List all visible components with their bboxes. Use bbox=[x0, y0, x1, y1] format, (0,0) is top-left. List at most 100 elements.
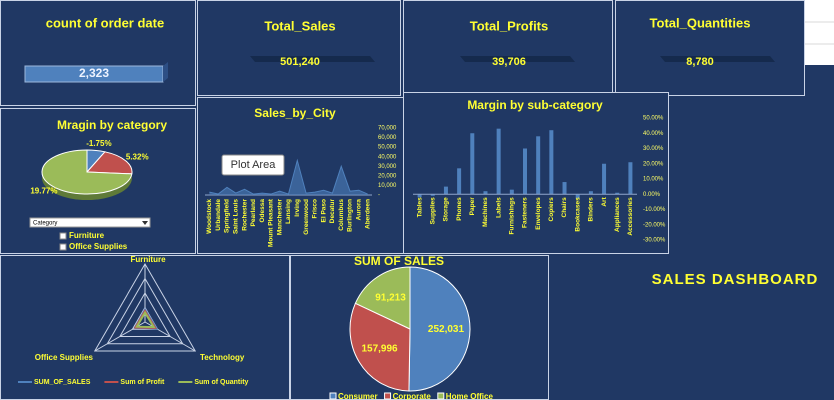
x-tick-label: Greenwood bbox=[303, 199, 310, 235]
kpi-shadow bbox=[250, 56, 375, 62]
y-tick-label: -20.00% bbox=[643, 222, 666, 228]
y-tick-label: 20.00% bbox=[643, 161, 664, 167]
legend-label: Consumer bbox=[338, 392, 378, 400]
x-tick-label: Pearland bbox=[250, 199, 257, 226]
filter-label: Category bbox=[33, 221, 57, 227]
y-tick-label: -30.00% bbox=[643, 238, 666, 244]
x-tick-label: Mount Pleasant bbox=[268, 198, 275, 247]
x-tick-label: Decatur bbox=[329, 199, 336, 224]
y-tick-label: 10,000 bbox=[378, 183, 397, 189]
legend-label: Sum of Quantity bbox=[194, 379, 248, 386]
x-tick-label: Saint Louis bbox=[232, 199, 239, 234]
x-tick-label: Supplies bbox=[429, 197, 436, 224]
y-tick-label: 20,000 bbox=[378, 173, 397, 179]
y-tick-label: 50.00% bbox=[643, 116, 664, 122]
bar bbox=[562, 182, 567, 195]
bar bbox=[602, 163, 607, 195]
kpi-shadow bbox=[460, 56, 575, 62]
x-tick-label: Phones bbox=[456, 197, 463, 221]
y-tick-label: 30.00% bbox=[643, 146, 664, 152]
grid-ring bbox=[119, 291, 171, 337]
bar bbox=[588, 191, 593, 195]
x-tick-label: Furnishings bbox=[509, 197, 516, 235]
x-tick-label: Aberdeen bbox=[364, 199, 371, 229]
bar bbox=[496, 128, 501, 195]
legend-swatch[interactable] bbox=[59, 232, 67, 240]
x-tick-label: Labels bbox=[495, 197, 502, 218]
sheet-cells bbox=[805, 0, 834, 65]
y-tick-label: - bbox=[378, 193, 380, 199]
x-tick-label: Binders bbox=[588, 197, 595, 222]
x-tick-label: Fasteners bbox=[522, 197, 529, 228]
x-tick-label: Storage bbox=[443, 197, 450, 222]
data-label: 5.32% bbox=[126, 152, 149, 161]
data-label: 19.77% bbox=[30, 186, 57, 195]
x-tick-label: Burlington bbox=[347, 199, 354, 232]
x-tick-label: Rochester bbox=[241, 199, 248, 231]
filter-dropdown[interactable] bbox=[29, 217, 151, 228]
dropdown-arrow bbox=[142, 221, 148, 225]
x-tick-label: Accessories bbox=[627, 197, 634, 236]
panel bbox=[403, 92, 669, 254]
pie-slice bbox=[354, 266, 411, 330]
radar-series bbox=[135, 310, 156, 329]
y-tick-label: 30,000 bbox=[378, 164, 397, 170]
x-tick-label: Envelopes bbox=[535, 197, 542, 230]
charts: Mragin by category -1.75% 5.32% 19.77% Categ… bbox=[18, 98, 666, 400]
bar bbox=[430, 194, 435, 196]
legend-swatch bbox=[384, 392, 392, 400]
x-tick-label: Paper bbox=[469, 197, 476, 216]
x-tick-label: Irving bbox=[294, 199, 301, 217]
x-tick-label: Woodstock bbox=[206, 199, 213, 234]
bar bbox=[509, 189, 514, 195]
legend-label: Sum of Profit bbox=[120, 379, 165, 386]
legend-label: SUM_OF_SALES bbox=[34, 379, 91, 386]
y-tick-label: 40,000 bbox=[378, 154, 397, 160]
kpi-value: 501,240 bbox=[280, 56, 320, 68]
dashboard-title: SALES DASHBOARD bbox=[652, 271, 819, 288]
kpi-title: count of order date bbox=[46, 15, 164, 30]
legend-swatch bbox=[329, 392, 337, 400]
bar bbox=[457, 168, 462, 195]
chart-title: Sales_by_City bbox=[254, 106, 336, 120]
axis-label: Office Supplies bbox=[35, 353, 94, 362]
y-tick-label: 10.00% bbox=[643, 177, 664, 183]
x-tick-label: Lansing bbox=[285, 199, 292, 224]
bar bbox=[549, 130, 554, 195]
pie-slice bbox=[41, 149, 133, 195]
chart-title: Margin by sub-category bbox=[467, 98, 603, 112]
kpi-value: 39,706 bbox=[492, 56, 526, 68]
x-tick-label: Columbus bbox=[338, 199, 345, 231]
y-tick-label: 0.00% bbox=[643, 192, 661, 198]
bar bbox=[575, 194, 580, 199]
x-tick-label: Machines bbox=[482, 197, 489, 227]
axis-label: Furniture bbox=[130, 255, 166, 264]
bar bbox=[615, 192, 620, 195]
y-tick-label: -10.00% bbox=[643, 207, 666, 213]
kpi-title: Total_Sales bbox=[264, 18, 335, 33]
kpi-bar-side bbox=[163, 62, 168, 82]
data-label: 157,996 bbox=[361, 343, 398, 354]
x-tick-label: Manchester bbox=[276, 199, 283, 236]
kpi-value: 8,780 bbox=[686, 56, 714, 68]
pie-slice bbox=[349, 302, 411, 392]
kpi-title: Total_Quantities bbox=[650, 15, 751, 30]
kpi-shadow bbox=[660, 56, 775, 62]
x-tick-label: Frisco bbox=[312, 199, 319, 219]
legend-swatch[interactable] bbox=[59, 243, 67, 251]
bar bbox=[628, 162, 633, 195]
panel bbox=[403, 0, 613, 96]
bar bbox=[470, 133, 475, 195]
bar bbox=[417, 194, 422, 198]
x-tick-label: Bookcases bbox=[574, 197, 581, 232]
legend-label: Corporate bbox=[393, 392, 432, 400]
tooltip-box bbox=[221, 154, 285, 176]
x-tick-label: Odessa bbox=[259, 199, 266, 223]
legend-label: Furniture bbox=[69, 231, 105, 240]
chart-title: Mragin by category bbox=[57, 118, 167, 132]
x-tick-label: Appliances bbox=[614, 197, 621, 232]
panel bbox=[615, 0, 805, 96]
data-label: 91,213 bbox=[375, 292, 406, 303]
y-tick-label: 60,000 bbox=[378, 135, 397, 141]
